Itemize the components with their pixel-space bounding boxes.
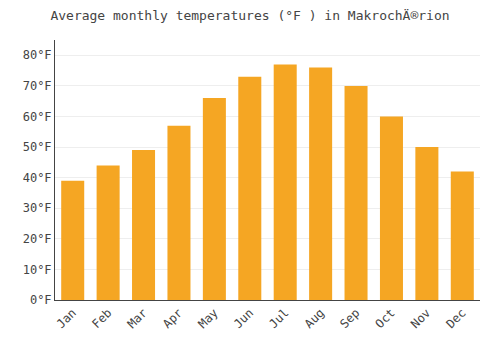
svg-text:Jan: Jan xyxy=(54,306,79,331)
svg-text:Feb: Feb xyxy=(89,306,114,331)
svg-text:Jun: Jun xyxy=(231,306,256,331)
svg-text:60°F: 60°F xyxy=(23,110,52,124)
svg-text:Apr: Apr xyxy=(160,306,185,331)
svg-text:40°F: 40°F xyxy=(23,171,52,185)
svg-text:Average monthly temperatures (: Average monthly temperatures (°F ) in Ma… xyxy=(50,8,449,23)
svg-text:Jul: Jul xyxy=(266,306,291,331)
svg-text:0°F: 0°F xyxy=(30,293,52,307)
svg-text:Oct: Oct xyxy=(373,306,398,331)
svg-text:Sep: Sep xyxy=(337,306,362,331)
svg-text:80°F: 80°F xyxy=(23,48,52,62)
svg-text:20°F: 20°F xyxy=(23,232,52,246)
svg-text:Dec: Dec xyxy=(443,306,468,331)
svg-text:50°F: 50°F xyxy=(23,140,52,154)
svg-text:Mar: Mar xyxy=(125,306,150,331)
svg-text:Nov: Nov xyxy=(408,306,433,331)
svg-text:70°F: 70°F xyxy=(23,79,52,93)
svg-text:May: May xyxy=(196,306,221,331)
svg-text:Aug: Aug xyxy=(302,306,327,331)
svg-text:10°F: 10°F xyxy=(23,263,52,277)
svg-text:30°F: 30°F xyxy=(23,201,52,215)
